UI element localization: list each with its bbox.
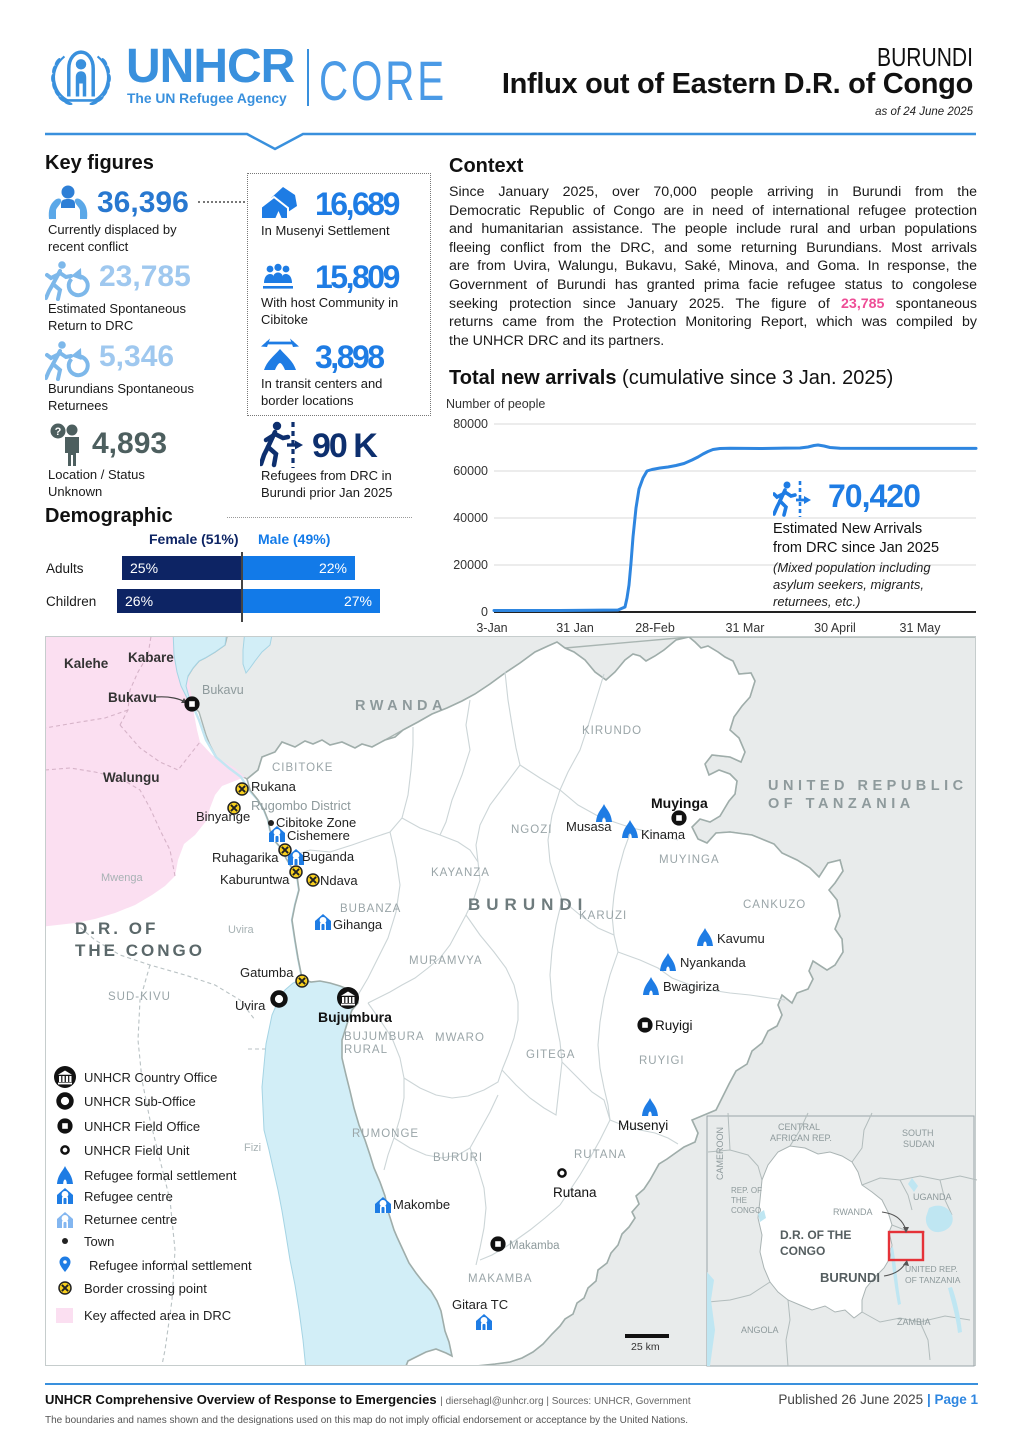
svg-text:Gihanga: Gihanga	[333, 917, 383, 932]
svg-text:KARUZI: KARUZI	[579, 910, 627, 922]
svg-text:BURUNDI: BURUNDI	[468, 895, 588, 914]
svg-text:MAKAMBA: MAKAMBA	[468, 1273, 533, 1285]
svg-text:Refugee formal settlement: Refugee formal settlement	[84, 1168, 237, 1183]
svg-text:Musasa: Musasa	[566, 819, 612, 834]
svg-text:Town: Town	[84, 1234, 114, 1249]
svg-text:MWARO: MWARO	[435, 1032, 485, 1044]
svg-text:Mwenga: Mwenga	[101, 872, 143, 884]
svg-text:BURURI: BURURI	[433, 1152, 483, 1164]
svg-text:NGOZI: NGOZI	[511, 824, 552, 836]
svg-text:Bukavu: Bukavu	[202, 683, 244, 697]
svg-text:BUBANZA: BUBANZA	[340, 903, 401, 915]
svg-text:BUJUMBURA: BUJUMBURA	[344, 1031, 425, 1043]
svg-text:OF TANZANIA: OF TANZANIA	[905, 1275, 961, 1285]
svg-text:UNHCR Field Office: UNHCR Field Office	[84, 1119, 200, 1134]
svg-text:REP. OF: REP. OF	[731, 1186, 762, 1195]
svg-text:30 April: 30 April	[814, 621, 856, 635]
svg-text:ANGOLA: ANGOLA	[741, 1325, 779, 1335]
svg-text:OF TANZANIA: OF TANZANIA	[768, 796, 915, 812]
svg-text:Gatumba: Gatumba	[240, 965, 294, 980]
svg-text:KAYANZA: KAYANZA	[431, 867, 490, 879]
svg-text:Rukana: Rukana	[251, 779, 297, 794]
svg-text:31 May: 31 May	[900, 621, 942, 635]
svg-text:UNHCR Country Office: UNHCR Country Office	[84, 1070, 217, 1085]
svg-text:Musenyi: Musenyi	[618, 1118, 668, 1133]
svg-text:31 Jan: 31 Jan	[556, 621, 594, 635]
svg-text:Kaburuntwa: Kaburuntwa	[220, 872, 290, 887]
svg-text:Cibitoke Zone: Cibitoke Zone	[276, 815, 356, 830]
svg-text:Uvira: Uvira	[235, 998, 266, 1013]
svg-text:Walungu: Walungu	[103, 770, 160, 785]
svg-text:THE: THE	[731, 1196, 747, 1205]
svg-text:KIRUNDO: KIRUNDO	[582, 725, 642, 737]
svg-text:UNHCR Field Unit: UNHCR Field Unit	[84, 1143, 190, 1158]
svg-text:BURUNDI: BURUNDI	[820, 1270, 880, 1285]
svg-text:28-Feb: 28-Feb	[635, 621, 675, 635]
svg-text:?: ?	[55, 426, 62, 438]
svg-text:Bwagiriza: Bwagiriza	[663, 979, 720, 994]
svg-text:CONGO: CONGO	[731, 1206, 761, 1215]
svg-text:UNITED REPUBLIC: UNITED REPUBLIC	[768, 778, 968, 794]
svg-text:25 km: 25 km	[631, 1341, 660, 1353]
svg-text:SUD-KIVU: SUD-KIVU	[108, 991, 171, 1003]
svg-text:D.R. OF THE: D.R. OF THE	[780, 1228, 851, 1242]
svg-text:Rutana: Rutana	[553, 1185, 597, 1200]
svg-text:CAMEROON: CAMEROON	[715, 1127, 725, 1180]
svg-text:CONGO: CONGO	[780, 1244, 825, 1258]
svg-text:Rugombo District: Rugombo District	[251, 798, 351, 813]
svg-text:RUTANA: RUTANA	[574, 1149, 626, 1161]
svg-text:Gitara TC: Gitara TC	[452, 1297, 508, 1312]
svg-text:80000: 80000	[453, 417, 488, 431]
svg-text:60000: 60000	[453, 464, 488, 478]
svg-text:Refugee informal settlement: Refugee informal settlement	[89, 1258, 252, 1273]
svg-text:D.R. OF: D.R. OF	[75, 919, 158, 938]
svg-text:UNHCR Sub-Office: UNHCR Sub-Office	[84, 1094, 196, 1109]
svg-text:0: 0	[481, 605, 488, 619]
svg-text:Makamba: Makamba	[509, 1240, 560, 1252]
svg-text:Fizi: Fizi	[244, 1142, 261, 1154]
svg-text:Buganda: Buganda	[302, 849, 355, 864]
svg-text:Cishemere: Cishemere	[287, 828, 350, 843]
svg-text:Nyankanda: Nyankanda	[680, 955, 747, 970]
svg-text:31 Mar: 31 Mar	[726, 621, 765, 635]
svg-text:20000: 20000	[453, 558, 488, 572]
svg-text:Uvira: Uvira	[228, 924, 255, 936]
svg-text:Binyange: Binyange	[196, 809, 250, 824]
svg-text:MUYINGA: MUYINGA	[659, 854, 720, 866]
svg-text:Bujumbura: Bujumbura	[318, 1009, 392, 1025]
svg-text:Ruhagarika: Ruhagarika	[212, 850, 279, 865]
svg-text:Kalehe: Kalehe	[64, 656, 109, 671]
svg-text:RWANDA: RWANDA	[355, 698, 447, 714]
svg-text:Muyinga: Muyinga	[651, 795, 708, 811]
svg-text:GITEGA: GITEGA	[526, 1049, 575, 1061]
svg-text:Ndava: Ndava	[320, 873, 358, 888]
svg-text:RUYIGI: RUYIGI	[639, 1055, 685, 1067]
svg-text:AFRICAN REP.: AFRICAN REP.	[770, 1133, 832, 1143]
svg-text:Kabare: Kabare	[128, 650, 174, 665]
svg-text:Kavumu: Kavumu	[717, 931, 765, 946]
svg-text:RURAL: RURAL	[344, 1044, 388, 1056]
svg-text:40000: 40000	[453, 511, 488, 525]
svg-text:Makombe: Makombe	[393, 1197, 450, 1212]
svg-text:RWANDA: RWANDA	[833, 1207, 873, 1217]
svg-text:ZAMBIA: ZAMBIA	[897, 1317, 931, 1327]
svg-text:SOUTH: SOUTH	[902, 1128, 934, 1138]
svg-text:3-Jan: 3-Jan	[476, 621, 507, 635]
svg-text:Kinama: Kinama	[641, 827, 686, 842]
svg-text:MURAMVYA: MURAMVYA	[409, 955, 483, 967]
svg-text:Bukavu: Bukavu	[108, 690, 157, 705]
svg-text:Refugee centre: Refugee centre	[84, 1189, 173, 1204]
svg-text:Border crossing point: Border crossing point	[84, 1281, 207, 1296]
svg-text:CENTRAL: CENTRAL	[778, 1122, 820, 1132]
svg-text:CIBITOKE: CIBITOKE	[272, 762, 333, 774]
svg-text:UNITED REP.: UNITED REP.	[905, 1264, 958, 1274]
svg-text:THE CONGO: THE CONGO	[75, 941, 205, 960]
svg-text:SUDAN: SUDAN	[903, 1139, 935, 1149]
svg-text:Key affected area in DRC: Key affected area in DRC	[84, 1308, 231, 1323]
svg-text:RUMONGE: RUMONGE	[352, 1128, 419, 1140]
svg-text:CANKUZO: CANKUZO	[743, 899, 806, 911]
svg-text:Ruyigi: Ruyigi	[655, 1018, 693, 1033]
svg-text:Returnee centre: Returnee centre	[84, 1212, 177, 1227]
svg-text:UGANDA: UGANDA	[913, 1192, 952, 1202]
